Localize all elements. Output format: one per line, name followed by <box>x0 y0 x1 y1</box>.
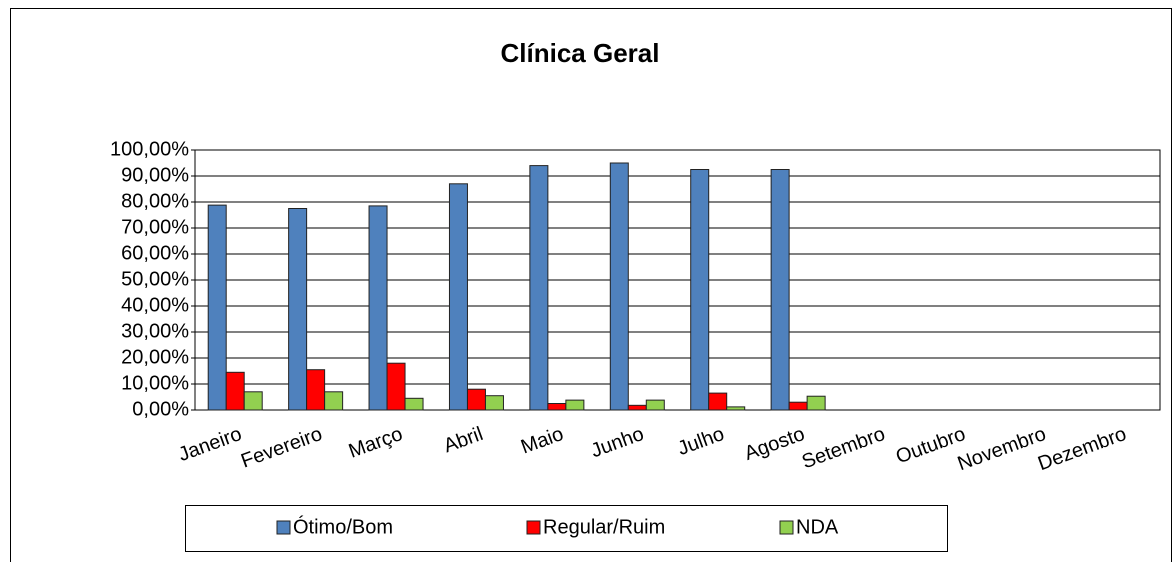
bar <box>466 388 486 411</box>
bar <box>324 391 344 411</box>
legend-box <box>185 505 948 552</box>
bar <box>806 395 826 411</box>
bar <box>288 208 308 411</box>
y-tick-label: 80,00% <box>121 190 189 212</box>
bar <box>368 205 388 411</box>
bar <box>207 204 227 411</box>
bar <box>547 403 567 411</box>
bar <box>386 362 406 411</box>
legend-label: Regular/Ruim <box>543 516 665 538</box>
y-tick-label: 100,00% <box>110 138 189 160</box>
bar <box>609 162 629 411</box>
bar <box>243 391 263 411</box>
y-tick-label: 50,00% <box>121 268 189 290</box>
y-tick-label: 60,00% <box>121 242 189 264</box>
legend-swatch <box>526 520 541 535</box>
bar <box>690 169 710 411</box>
chart-frame <box>10 8 1172 562</box>
bar <box>627 404 647 411</box>
bar <box>225 371 245 411</box>
bar <box>529 165 549 411</box>
legend-label: NDA <box>796 516 839 538</box>
bar <box>708 392 728 411</box>
bar <box>726 406 746 411</box>
bar <box>448 183 468 411</box>
legend-swatch <box>276 520 291 535</box>
chart-title: Clínica Geral <box>501 38 660 68</box>
bar <box>484 395 504 411</box>
y-tick-label: 10,00% <box>121 372 189 394</box>
y-tick-label: 0,00% <box>132 398 189 420</box>
bar <box>645 399 665 411</box>
y-tick-label: 40,00% <box>121 294 189 316</box>
y-tick-label: 20,00% <box>121 346 189 368</box>
y-tick-label: 90,00% <box>121 164 189 186</box>
bar <box>788 401 808 411</box>
legend-swatch <box>779 520 794 535</box>
legend-label: Ótimo/Bom <box>293 515 393 538</box>
bar <box>306 369 326 411</box>
bar <box>770 169 790 411</box>
bar <box>404 397 424 411</box>
bar <box>565 399 585 411</box>
y-tick-label: 30,00% <box>121 320 189 342</box>
y-tick-label: 70,00% <box>121 216 189 238</box>
